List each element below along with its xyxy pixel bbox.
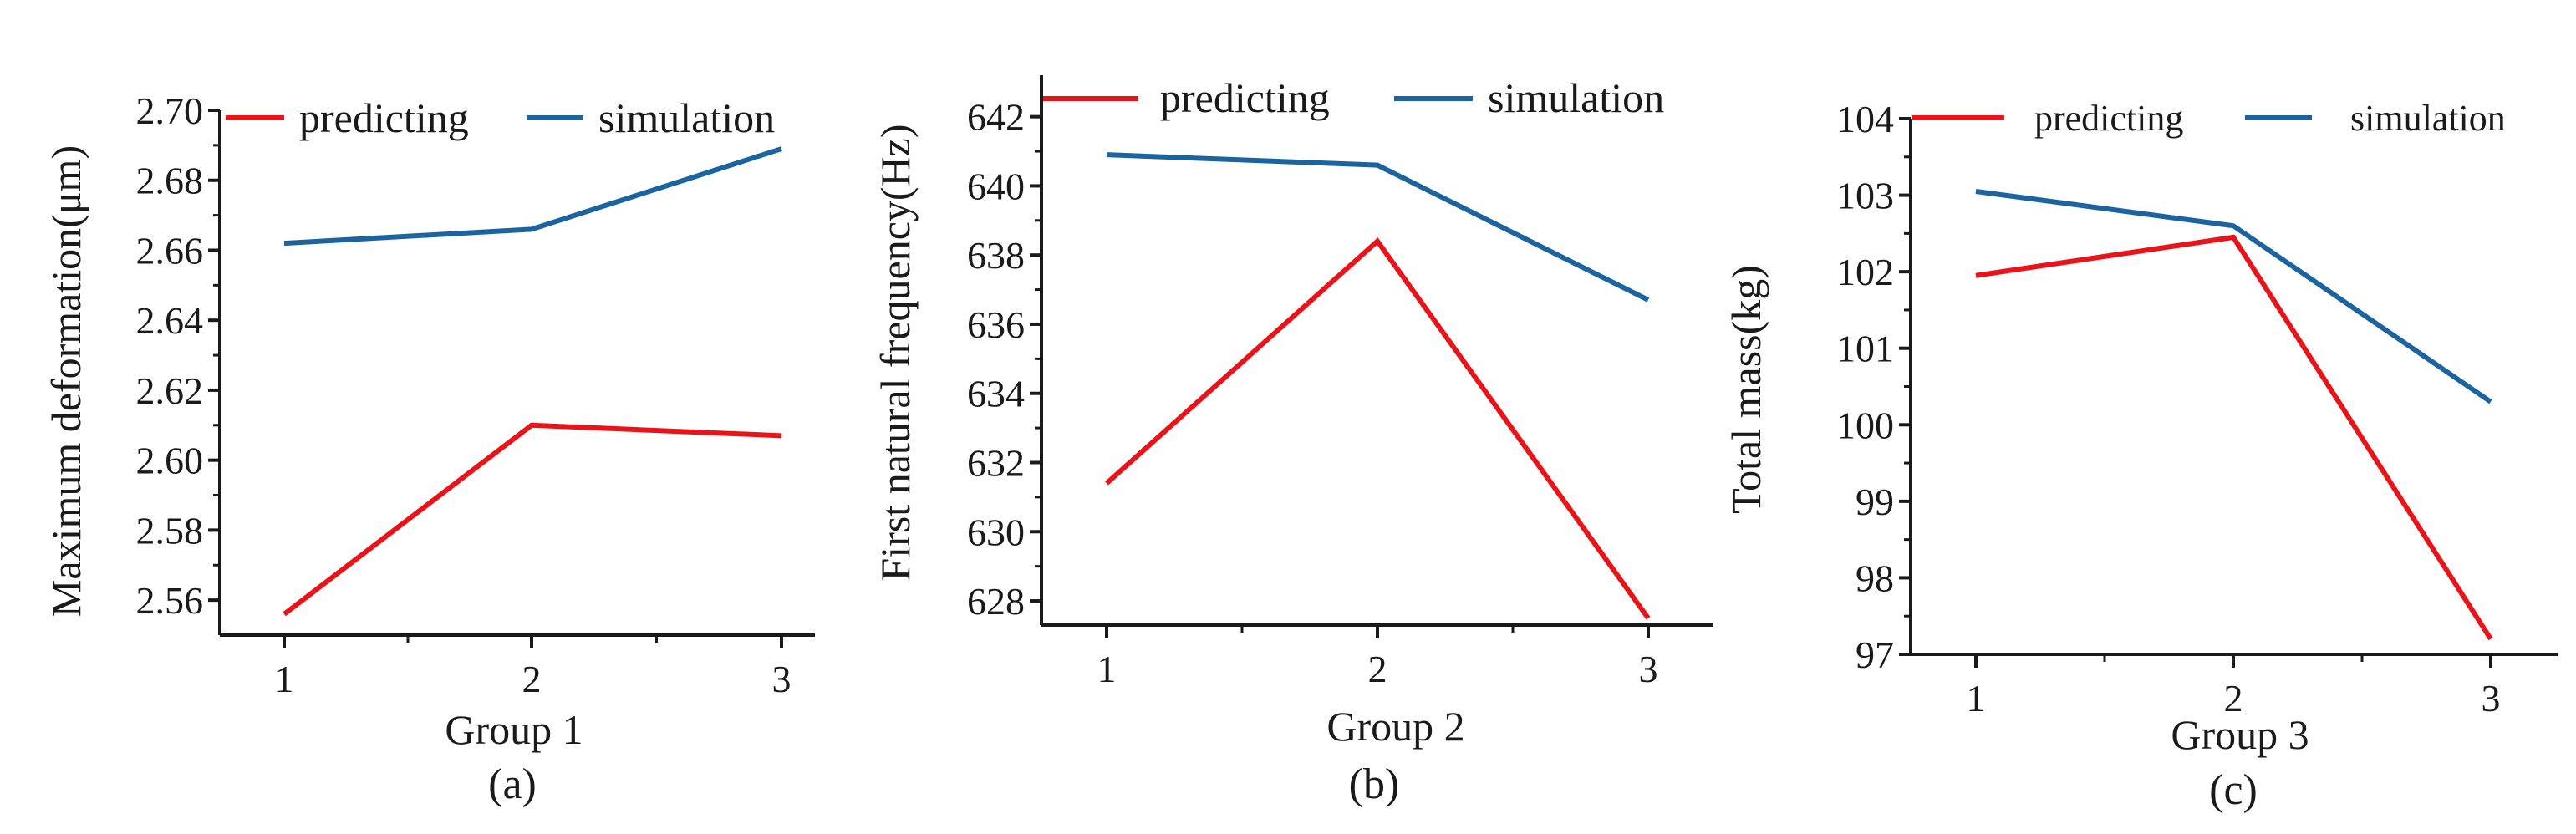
panel-a-xlabel: Group 1: [445, 706, 583, 753]
panel-a-ytick-label: 2.70: [136, 89, 204, 132]
panel-b-xtick-label: 3: [1639, 648, 1658, 690]
panel-a-legend-predicting: predicting: [299, 94, 469, 141]
panel-c-xlabel: Group 3: [2171, 711, 2309, 758]
panel-b-legend-simulation: simulation: [1488, 74, 1664, 121]
panel-a-xtick-label: 3: [772, 658, 792, 700]
panel-b-ytick-label: 632: [967, 441, 1025, 484]
panel-a-ytick-label: 2.56: [136, 579, 204, 622]
panel-a-ytick-label: 2.60: [136, 440, 204, 482]
panel-b-series-predicting: [1105, 237, 1651, 620]
panel-b-plot: 628 630 632 634 636 638 640 642 1 2 3: [967, 75, 1713, 690]
panel-b-ytick-label: 638: [967, 234, 1025, 277]
panel-c-ytick-label: 97: [1856, 633, 1894, 676]
panel-c-caption: (c): [2209, 766, 2258, 814]
panel-b-ytick-label: 630: [967, 511, 1025, 553]
panel-b-xlabel: Group 2: [1326, 703, 1464, 750]
panel-c-ytick-label: 103: [1836, 175, 1894, 217]
panel-b: First natural frequency(Hz) Group 2 (b) …: [872, 74, 1664, 808]
panel-c-xtick-label: 1: [1967, 677, 1986, 720]
panel-c-xtick-label: 2: [2224, 677, 2243, 720]
panel-b-xtick-label: 2: [1368, 648, 1387, 690]
panel-c-ylabel: Total mass(kg): [1723, 265, 1769, 514]
panel-a-ytick-label: 2.68: [136, 160, 204, 202]
panel-a-ylabel: Maximum deformation(μm): [43, 145, 89, 617]
panel-b-series-simulation: [1106, 152, 1650, 303]
panel-a-legend-simulation: simulation: [598, 94, 775, 141]
panel-b-ytick-label: 628: [967, 580, 1025, 623]
panel-c-xtick-label: 3: [2482, 677, 2501, 720]
panel-b-ytick-label: 634: [967, 373, 1025, 415]
panel-a-plot: 2.56 2.58 2.60 2.62 2.64 2.66 2.68 2.70 1 2 3: [136, 89, 815, 700]
panel-b-ytick-label: 640: [967, 165, 1025, 207]
panel-c-ytick-label: 98: [1856, 557, 1894, 599]
panel-b-ytick-label: 636: [967, 303, 1025, 346]
panel-b-xtick-label: 1: [1097, 648, 1117, 690]
panel-c-ytick-label: 104: [1836, 98, 1894, 140]
panel-b-ytick-label: 642: [967, 96, 1025, 139]
panel-a-xtick-label: 2: [522, 658, 542, 700]
panel-c-ytick-label: 102: [1836, 251, 1894, 293]
panel-c-legend-simulation: simulation: [2350, 98, 2506, 139]
panel-c-series-predicting: [1975, 234, 2493, 641]
panel-a-ytick-label: 2.64: [136, 299, 204, 342]
panel-c-legend-predicting: predicting: [2034, 98, 2183, 139]
panel-c-ytick-label: 99: [1856, 481, 1894, 523]
panel-a-series-simulation: [283, 146, 782, 247]
panel-b-ylabel: First natural frequency(Hz): [872, 125, 919, 582]
panel-c-series-simulation: [1975, 189, 2492, 404]
panel-b-caption: (b): [1349, 760, 1400, 808]
panel-a-ytick-label: 2.58: [136, 509, 204, 552]
panel-c-ytick-label: 100: [1836, 404, 1894, 446]
panel-a-caption: (a): [488, 760, 537, 808]
panel-a: Maximum deformation(μm) Group 1 (a) pred…: [43, 94, 775, 808]
panel-b-legend-predicting: predicting: [1160, 74, 1330, 121]
panel-c: Total mass(kg) Group 3 (c) predicting si…: [1723, 98, 2506, 814]
panel-a-ytick-label: 2.62: [136, 369, 204, 412]
panel-a-series-predicting: [283, 422, 782, 617]
panel-a-ytick-label: 2.66: [136, 229, 204, 272]
panel-c-ytick-label: 101: [1836, 328, 1894, 370]
panel-c-plot: 97 98 99 100 101 102 103 104 1 2 3: [1836, 98, 2558, 720]
panel-a-xtick-label: 1: [275, 658, 294, 700]
